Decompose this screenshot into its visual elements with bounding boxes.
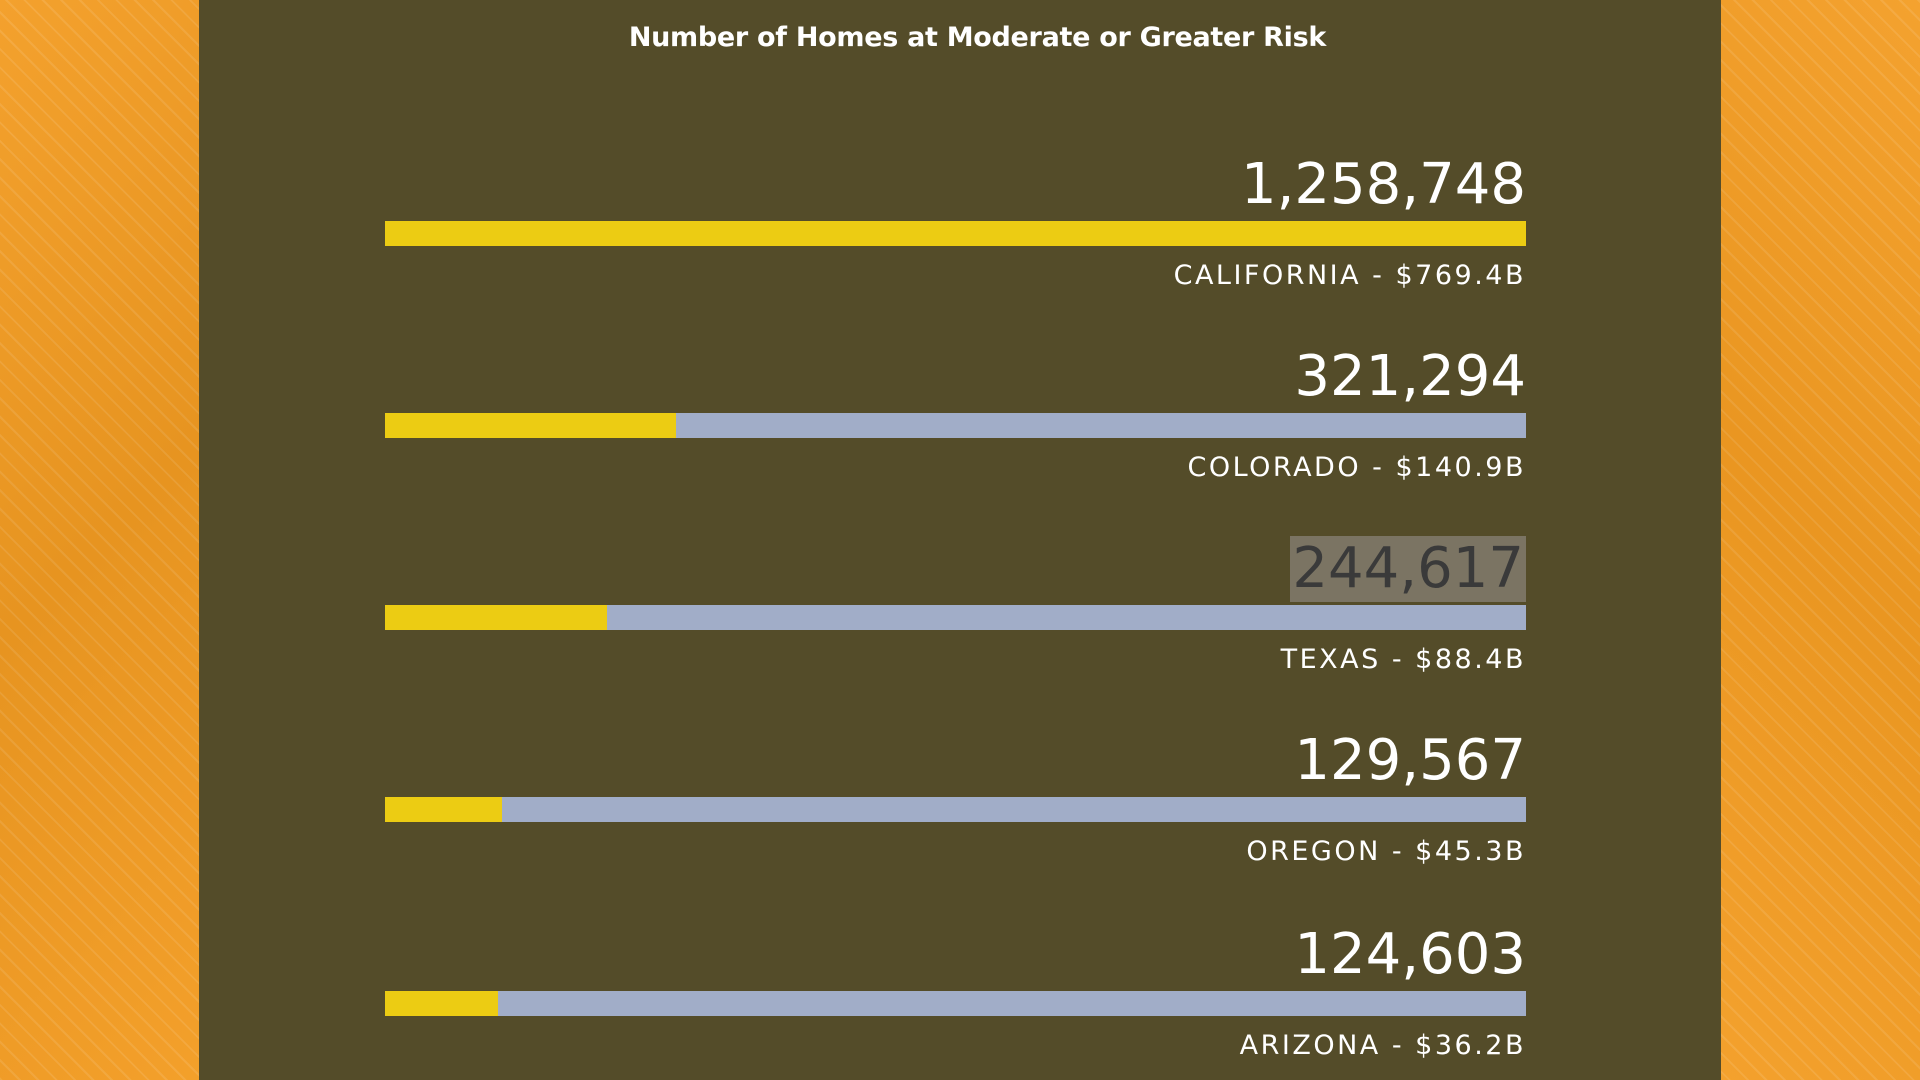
data-label-value: 124,603	[1294, 922, 1526, 987]
category-label: CALIFORNIA - $769.4B	[1173, 260, 1526, 291]
category-label: OREGON - $45.3B	[1246, 836, 1526, 867]
bar-track	[385, 221, 1526, 246]
category-label: TEXAS - $88.4B	[1280, 644, 1526, 675]
chart-title: Number of Homes at Moderate or Greater R…	[628, 22, 1326, 53]
right-background-pattern	[1721, 0, 1920, 1080]
bar-row-california: 1,258,748 CALIFORNIA - $769.4B	[385, 152, 1526, 302]
bar-fill	[385, 221, 1526, 246]
left-background-pattern	[0, 0, 200, 1080]
bar-row-oregon: 129,567 OREGON - $45.3B	[385, 728, 1526, 878]
bar-track	[385, 413, 1526, 438]
bar-track	[385, 605, 1526, 630]
bar-fill	[385, 797, 503, 822]
bar-fill	[385, 413, 677, 438]
data-label-value: 129,567	[1294, 728, 1526, 793]
bar-fill	[385, 605, 607, 630]
bar-row-arizona: 124,603 ARIZONA - $36.2B	[385, 922, 1526, 1072]
bar-row-colorado: 321,294 COLORADO - $140.9B	[385, 344, 1526, 494]
category-label: COLORADO - $140.9B	[1187, 452, 1526, 483]
data-label-value: 321,294	[1294, 344, 1526, 409]
bar-track	[385, 991, 1526, 1016]
bar-row-texas: 244,617 TEXAS - $88.4B	[385, 536, 1526, 686]
bar-track	[385, 797, 1526, 822]
bar-fill	[385, 991, 498, 1016]
data-label-value-highlighted: 244,617	[1290, 536, 1526, 602]
chart-panel: Number of Homes at Moderate or Greater R…	[199, 0, 1721, 1080]
category-label: ARIZONA - $36.2B	[1239, 1030, 1526, 1061]
data-label-value: 1,258,748	[1240, 152, 1526, 217]
